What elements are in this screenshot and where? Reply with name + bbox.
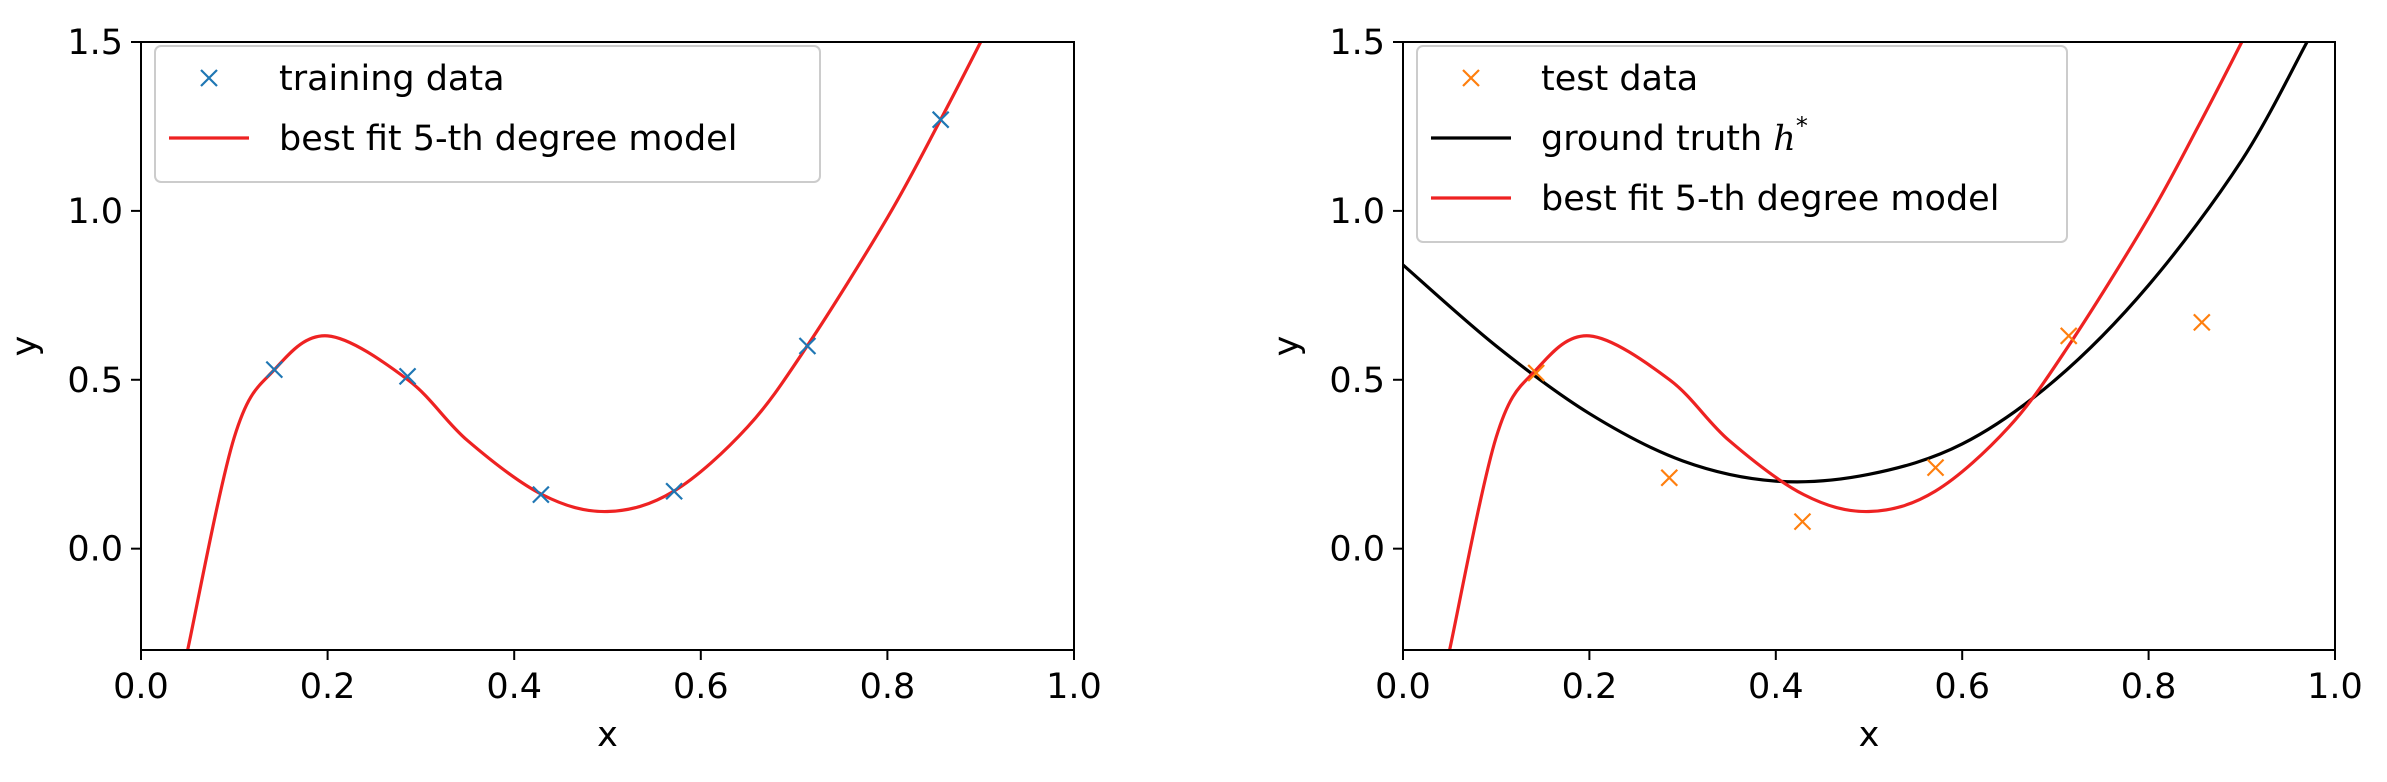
left-x-tick-label: 0.8	[860, 667, 916, 707]
right-legend-label: best fit 5-th degree model	[1541, 179, 1999, 219]
left-y-tick-label: 1.0	[67, 192, 123, 232]
left-y-axis-label: y	[5, 336, 45, 357]
left-legend-marker-icon	[200, 69, 218, 87]
right-y-tick-label: 0.0	[1329, 530, 1385, 570]
legend-label-text: training data	[279, 59, 505, 99]
right-legend-label: ground truth h*	[1541, 112, 1808, 159]
legend-label-text: ground truth	[1541, 119, 1773, 159]
legend-label-text: best fit 5-th degree model	[1541, 179, 1999, 219]
left-legend-label: training data	[279, 59, 505, 99]
left-data-point	[532, 485, 550, 504]
left-data-point	[931, 110, 950, 129]
left-x-tick-label: 0.4	[486, 667, 542, 707]
left-x-axis-label: x	[597, 715, 618, 755]
right-chart-panel: 0.0 0.2 0.4 0.6 0.8 1.0 0.0 0.5 1.0 1.5 x y test dat…	[1267, 23, 2363, 755]
right-x-tick-label: 0.8	[2121, 667, 2177, 707]
right-data-point	[1660, 468, 1679, 487]
right-data-point	[2193, 313, 2211, 332]
right-x-tick-label: 0.0	[1375, 667, 1431, 707]
right-legend-item: test data	[1462, 59, 1698, 99]
left-legend: training data best fit 5-th degree model	[154, 45, 821, 183]
left-data-point	[398, 367, 417, 386]
right-legend-label: test data	[1541, 59, 1698, 99]
right-plot-area	[1403, 42, 2309, 650]
left-legend-item: best fit 5-th degree model	[169, 119, 737, 159]
right-series-line-1	[1403, 42, 2309, 484]
left-x-tick-label: 0.2	[300, 667, 356, 707]
right-y-axis-label: y	[1267, 336, 1307, 357]
left-y-tick-label: 0.5	[67, 361, 123, 401]
legend-label-superscript: *	[1796, 112, 1808, 140]
left-chart-panel: 0.0 0.2 0.4 0.6 0.8 1.0 0.0 0.5 1.0 1.5 x y training…	[5, 23, 1102, 755]
left-data-point	[665, 482, 683, 501]
left-legend-label: best fit 5-th degree model	[279, 119, 737, 159]
right-legend-marker-icon	[1462, 69, 1480, 87]
right-legend-item: best fit 5-th degree model	[1431, 179, 1999, 219]
legend-label-text: test data	[1541, 59, 1698, 99]
right-x-tick-label: 0.6	[1934, 667, 1990, 707]
legend-label-math: h	[1773, 119, 1796, 159]
right-x-tick-label: 0.4	[1748, 667, 1804, 707]
left-y-tick-label: 0.0	[67, 530, 123, 570]
right-y-tick-label: 1.5	[1329, 23, 1385, 63]
legend-label-text: best fit 5-th degree model	[279, 119, 737, 159]
right-x-tick-label: 0.2	[1562, 667, 1618, 707]
left-legend-item: training data	[200, 59, 505, 99]
left-axes-frame	[140, 41, 1075, 651]
right-data-point	[1527, 364, 1545, 382]
right-legend: test data ground truth h* best fit 5-th de…	[1416, 45, 2068, 243]
left-y-tick-label: 1.5	[67, 23, 123, 63]
right-y-tick-label: 0.5	[1329, 361, 1385, 401]
right-y-tick-label: 1.0	[1329, 192, 1385, 232]
left-data-point	[798, 337, 817, 355]
left-x-tick-label: 1.0	[1046, 667, 1102, 707]
right-data-point	[1926, 458, 1945, 477]
right-legend-item: ground truth h*	[1431, 112, 1808, 159]
left-x-tick-label: 0.6	[673, 667, 729, 707]
right-x-axis-label: x	[1859, 715, 1880, 755]
left-plot-area	[186, 42, 983, 650]
left-x-tick-label: 0.0	[113, 667, 169, 707]
right-data-point	[1793, 512, 1812, 531]
right-data-point	[2059, 327, 2078, 345]
left-data-point	[265, 360, 284, 379]
right-series-line-2	[1448, 42, 2244, 650]
right-x-tick-label: 1.0	[2307, 667, 2363, 707]
right-axes-frame	[1402, 41, 2336, 651]
